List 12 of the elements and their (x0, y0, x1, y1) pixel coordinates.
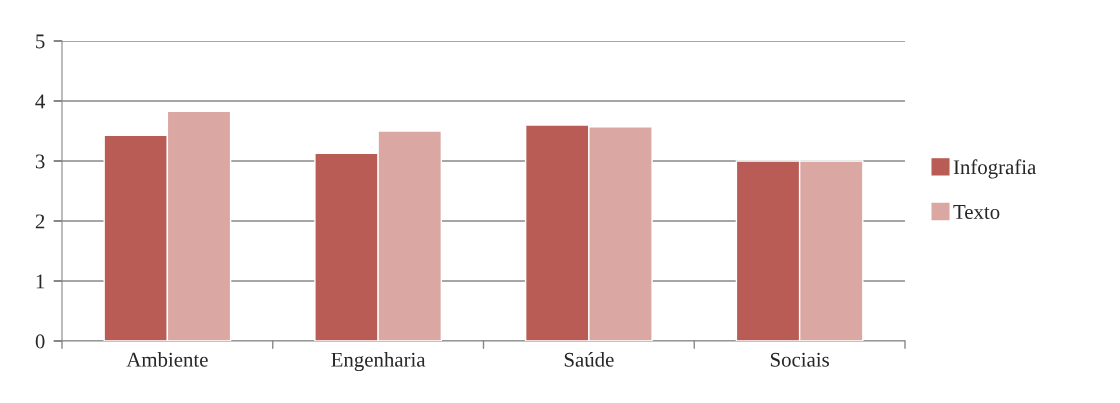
y-tick-label: 1 (36, 274, 45, 289)
y-tick-label: 2 (35, 214, 45, 229)
x-tick-label: Ambiente (126, 352, 208, 367)
y-tick-label: 4 (35, 94, 46, 109)
x-tick-label: Sociais (770, 352, 829, 367)
y-tick-label: 3 (35, 154, 45, 169)
y-tick-label: 5 (36, 34, 45, 49)
legend-label: Infografia (953, 159, 1037, 179)
x-tick-label: Engenharia (331, 352, 426, 372)
x-tick-label: Saúde (564, 352, 614, 367)
legend-label: Texto (953, 205, 1000, 219)
y-tick-label: 0 (35, 334, 45, 349)
